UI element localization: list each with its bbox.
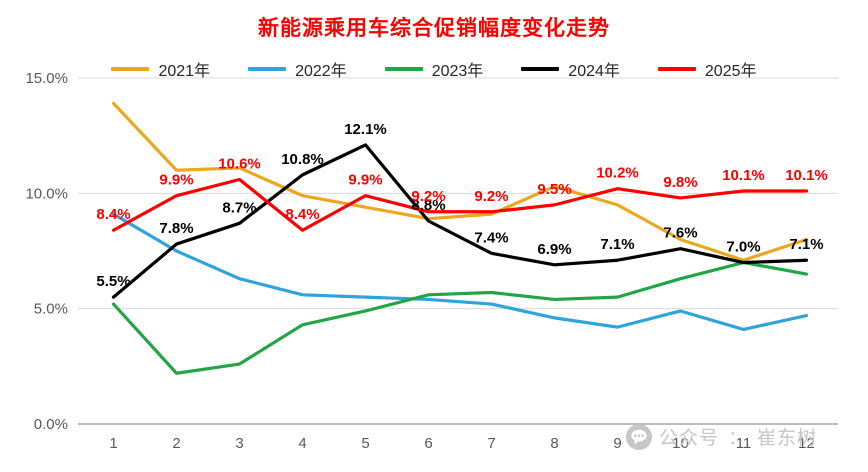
legend-item-2021年: 2021年 — [111, 57, 210, 81]
x-axis-tick-label: 12 — [798, 435, 815, 452]
x-axis-tick-label: 5 — [361, 435, 369, 452]
data-label-2024年: 6.9% — [537, 241, 571, 258]
data-label-2024年: 8.7% — [222, 199, 256, 216]
data-label-2025年: 9.2% — [411, 188, 445, 205]
y-axis-tick-label: 10.0% — [25, 185, 68, 202]
x-axis-tick-label: 11 — [736, 435, 752, 452]
wechat-chat-icon — [626, 423, 652, 450]
data-label-2025年: 10.1% — [722, 167, 765, 184]
data-label-2024年: 7.1% — [600, 236, 634, 253]
data-label-2024年: 12.1% — [344, 121, 387, 138]
watermark-label: 公众号 — [659, 428, 720, 449]
x-axis-tick-label: 6 — [424, 435, 432, 452]
data-label-2025年: 8.4% — [285, 206, 319, 223]
data-label-2025年: 9.8% — [663, 174, 697, 191]
data-label-2024年: 7.0% — [726, 239, 760, 256]
data-label-2025年: 9.5% — [537, 181, 571, 198]
watermark-author: 崔东树 — [757, 428, 818, 449]
series-line-2025年 — [111, 177, 809, 232]
data-label-2025年: 9.9% — [159, 172, 193, 189]
data-label-2024年: 7.8% — [159, 220, 193, 237]
x-axis-tick-label: 1 — [109, 435, 117, 452]
series-line-2023年 — [111, 260, 809, 375]
legend-label: 2024年 — [568, 63, 620, 80]
data-label-2025年: 9.9% — [348, 172, 382, 189]
x-axis-tick-label: 2 — [172, 435, 180, 452]
legend-marker — [111, 67, 150, 71]
legend-label: 2023年 — [431, 63, 484, 80]
legend-label: 2021年 — [158, 63, 211, 80]
legend-item-2024年: 2024年 — [521, 57, 620, 81]
y-axis-tick-label: 15.0% — [25, 70, 68, 87]
data-label-2025年: 10.6% — [218, 155, 261, 172]
legend-label: 2022年 — [295, 63, 347, 80]
chart-title: 新能源乘用车综合促销幅度变化走势 — [258, 17, 610, 40]
legend-marker — [521, 67, 560, 71]
y-axis-tick-label: 5.0% — [34, 301, 68, 318]
legend-item-2025年: 2025年 — [657, 57, 757, 81]
data-label-2025年: 9.2% — [474, 188, 508, 205]
legend-item-2022年: 2022年 — [248, 57, 347, 81]
x-axis-tick-label: 8 — [550, 435, 558, 452]
data-label-2024年: 7.1% — [789, 236, 823, 253]
chart-legend: 2021年 2022年 2023年 2024年 2025年 — [0, 57, 868, 81]
data-label-2025年: 10.2% — [596, 165, 639, 182]
legend-item-2023年: 2023年 — [384, 57, 484, 81]
series-line-2024年 — [111, 143, 809, 299]
y-axis-tick-label: 0.0% — [34, 416, 68, 433]
legend-marker — [657, 67, 696, 71]
data-label-2024年: 8.8% — [411, 197, 445, 214]
legend-marker — [248, 67, 287, 71]
data-label-2024年: 5.5% — [96, 273, 130, 290]
legend-marker — [384, 67, 423, 71]
x-axis-tick-label: 3 — [235, 435, 243, 452]
data-label-2025年: 8.4% — [96, 206, 130, 223]
x-axis-tick-label: 9 — [613, 435, 621, 452]
series-line-2022年 — [111, 212, 809, 332]
data-label-2024年: 7.6% — [663, 225, 697, 242]
data-label-2025年: 10.1% — [785, 167, 828, 184]
watermark-separator: ： — [728, 428, 749, 449]
x-axis-tick-label: 7 — [487, 435, 495, 452]
x-axis-tick-label: 4 — [298, 435, 306, 452]
legend-label: 2025年 — [704, 63, 757, 80]
x-axis-tick-label: 10 — [672, 435, 689, 452]
data-label-2024年: 10.8% — [281, 151, 324, 168]
data-label-2024年: 7.4% — [474, 229, 508, 246]
watermark: 公众号 ： 崔东树 — [626, 423, 817, 450]
series-line-2021年 — [111, 101, 809, 262]
